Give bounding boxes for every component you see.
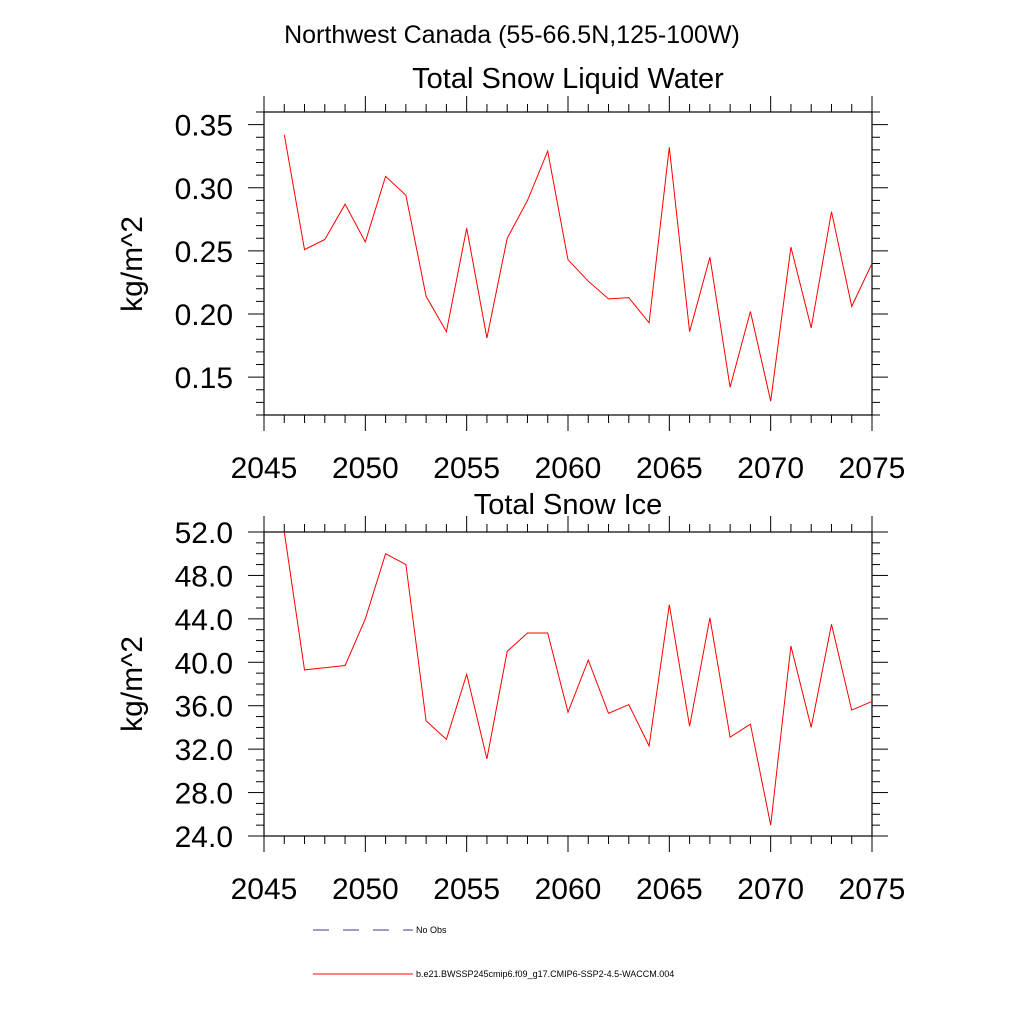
- y-tick-label: 24.0: [175, 821, 233, 854]
- legend-label-model-run: b.e21.BWSSP245cmip6.f09_g17.CMIP6-SSP2-4…: [416, 969, 674, 979]
- y-tick-label: 0.20: [175, 299, 233, 332]
- x-tick-label: 2045: [231, 873, 298, 906]
- panel-snow-ice: Total Snow Ice kg/m^2 2045 2050 2055 2060 20…: [116, 489, 905, 906]
- x-tick-label: 2045: [231, 452, 298, 485]
- x-tick-label: 2060: [535, 873, 602, 906]
- x-tick-label: 2065: [636, 452, 703, 485]
- y-tick-label: 48.0: [175, 560, 233, 593]
- series-line: [283, 531, 873, 826]
- series-line: [283, 134, 873, 402]
- x-tick-label: 2070: [737, 452, 804, 485]
- figure-suptitle: Northwest Canada (55-66.5N,125-100W): [284, 21, 740, 49]
- panel1-ylabel: kg/m^2: [116, 216, 149, 312]
- y-tick-label: 40.0: [175, 647, 233, 680]
- y-tick-label: 0.30: [175, 173, 233, 206]
- x-tick-label: 2065: [636, 873, 703, 906]
- y-tick-label: 0.15: [175, 362, 233, 395]
- x-tick-label: 2050: [332, 873, 399, 906]
- panel-snow-liquid-water: Total Snow Liquid Water kg/m^2 2045 2050 2…: [116, 63, 905, 485]
- y-tick-label: 36.0: [175, 691, 233, 724]
- x-tick-label: 2075: [839, 873, 906, 906]
- panel1-title: Total Snow Liquid Water: [412, 63, 724, 95]
- y-tick-label: 44.0: [175, 604, 233, 637]
- panel2-plot-area: 2045 2050 2055 2060 2065 2070 2075 24.0 28.0 32.0…: [175, 516, 906, 906]
- x-tick-label: 2055: [433, 452, 500, 485]
- panel2-ylabel: kg/m^2: [116, 636, 149, 732]
- panel1-plot-area: 2045 2050 2055 2060 2065 2070 2075 0.15 0.20 0.25…: [175, 96, 906, 485]
- y-tick-label: 0.25: [175, 236, 233, 269]
- y-tick-label: 52.0: [175, 517, 233, 550]
- x-tick-label: 2060: [535, 452, 602, 485]
- plot-frame: [263, 111, 873, 416]
- x-tick-label: 2070: [737, 873, 804, 906]
- x-tick-label: 2055: [433, 873, 500, 906]
- plot-frame: [263, 531, 873, 837]
- legend-label-no-obs: No Obs: [416, 925, 447, 935]
- x-tick-label: 2050: [332, 452, 399, 485]
- panel2-title: Total Snow Ice: [474, 489, 663, 521]
- legend: No Obs b.e21.BWSSP245cmip6.f09_g17.CMIP6…: [313, 925, 674, 979]
- y-tick-label: 28.0: [175, 778, 233, 811]
- y-tick-label: 32.0: [175, 734, 233, 767]
- y-tick-label: 0.35: [175, 110, 233, 143]
- x-tick-label: 2075: [839, 452, 906, 485]
